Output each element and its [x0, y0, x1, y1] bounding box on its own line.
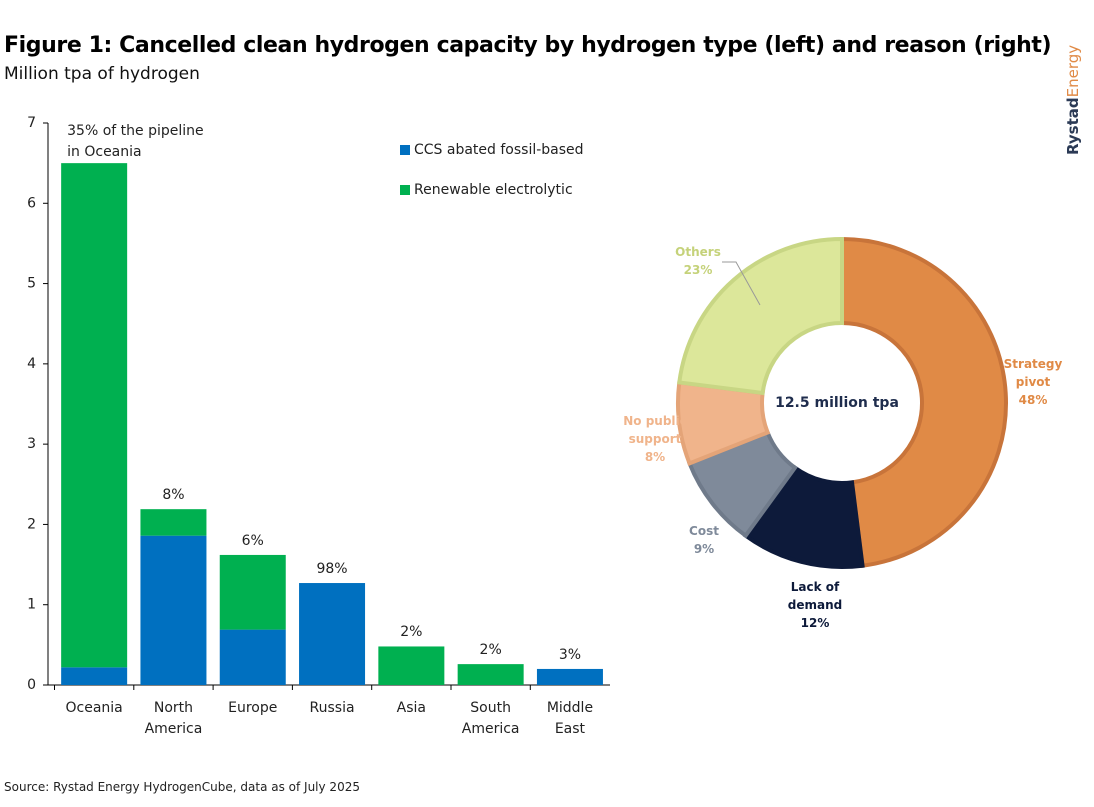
y-tick-label: 7: [27, 115, 36, 131]
legend-swatch: [400, 185, 410, 195]
segment-value: 48%: [1018, 393, 1048, 407]
bar-segment: [61, 163, 128, 668]
segment-label: Others 23%: [673, 243, 723, 279]
y-tick-label: 1: [27, 597, 36, 613]
bar-segment: [61, 667, 128, 685]
x-tick-label: South America: [461, 700, 520, 737]
bar-segment: [536, 668, 603, 685]
legend-swatch: [400, 145, 410, 155]
y-tick-label: 4: [27, 356, 36, 372]
x-tick-label: Middle East: [546, 700, 594, 737]
y-tick-label: 3: [27, 436, 36, 452]
source: Source: Rystad Energy HydrogenCube, data…: [4, 780, 360, 794]
title: Figure 1: Cancelled clean hydrogen capac…: [4, 33, 1052, 58]
bar-segment: [219, 629, 286, 685]
legend-label: Renewable electrolytic: [414, 182, 573, 198]
y-tick-label: 6: [27, 195, 36, 211]
segment-value: 23%: [683, 263, 713, 277]
segment-label: No public support 8%: [623, 412, 687, 466]
segment-value: 9%: [693, 542, 715, 556]
x-tick-label: Oceania: [65, 700, 123, 716]
segment-label: Strategy pivot 48%: [998, 355, 1068, 409]
donut-segment: [677, 236, 844, 396]
annotation: 98%: [316, 561, 348, 578]
annotation: 2%: [400, 624, 423, 641]
segment-name: Cost: [689, 524, 719, 538]
annotation: 2%: [479, 642, 502, 659]
subtitle: Million tpa of hydrogen: [4, 64, 200, 84]
x-tick-label: North America: [144, 700, 203, 737]
segment-name: Lack of demand: [787, 580, 843, 612]
annotation: 35% of the pipeline in Oceania: [67, 123, 204, 160]
y-tick-label: 5: [27, 276, 36, 292]
annotation: 6%: [241, 532, 264, 549]
x-tick-label: Europe: [228, 700, 278, 716]
bar-segment: [457, 664, 524, 685]
donut-segment: [840, 236, 1008, 568]
bar-segment: [140, 535, 207, 685]
x-tick-label: Asia: [396, 700, 427, 716]
segment-name: Others: [675, 245, 721, 259]
segment-name: Strategy pivot: [1003, 357, 1063, 389]
segment-label: Lack of demand 12%: [780, 578, 850, 632]
segment-label: Cost 9%: [679, 522, 729, 558]
segment-value: 8%: [644, 450, 666, 464]
x-tick-label: Russia: [309, 700, 355, 716]
y-tick-label: 0: [27, 677, 36, 693]
center-label: 12.5 million tpa: [775, 395, 899, 411]
leader-line: [722, 261, 761, 306]
bar-segment: [378, 646, 445, 685]
bar-segment: [219, 554, 286, 630]
legend-label: CCS abated fossil-based: [414, 142, 584, 158]
segment-value: 12%: [800, 616, 830, 630]
y-tick-label: 2: [27, 516, 36, 532]
annotation: 3%: [558, 646, 582, 663]
bar-segment: [140, 509, 207, 536]
bar-segment: [299, 583, 366, 685]
annotation: 8%: [162, 487, 185, 504]
segment-name: No public support: [623, 414, 687, 446]
